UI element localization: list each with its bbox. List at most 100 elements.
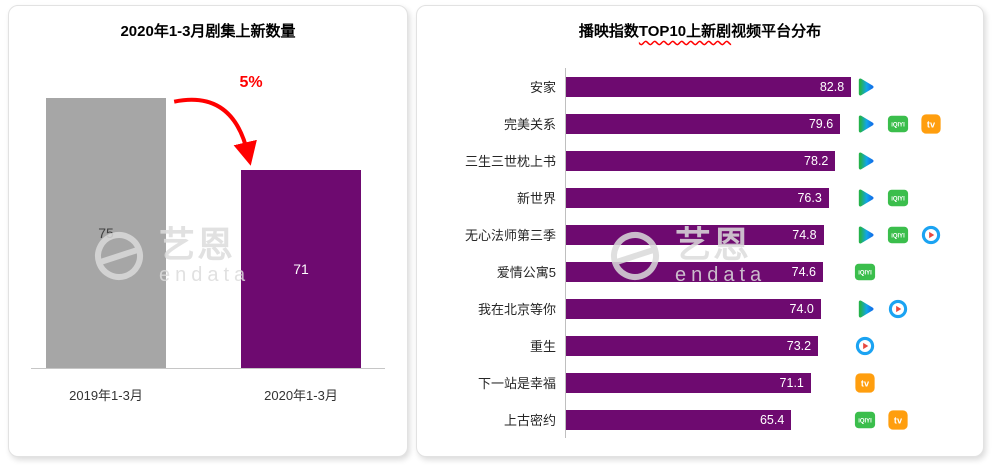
mango-tv-icon: tv — [887, 409, 909, 431]
iqiyi-icon: iQIYI — [854, 261, 876, 283]
drama-row: 完美关系 79.6 iQIYI tv — [417, 105, 983, 142]
watermark-brand: 艺恩 — [159, 224, 236, 265]
left-chart-title: 2020年1-3月剧集上新数量 — [120, 23, 296, 40]
drama-title-label: 完美关系 — [503, 117, 556, 132]
index-value-label: 65.4 — [759, 412, 785, 427]
index-value-label: 78.2 — [804, 153, 829, 168]
drama-title-label: 重生 — [529, 339, 556, 354]
platform-bar-rows: 安家 82.8 完美关系 79.6 iQIYI tv — [417, 68, 983, 438]
index-value-label: 74.8 — [792, 227, 817, 242]
drama-row: 新世界 76.3 iQIYI — [417, 179, 983, 216]
iqiyi-icon: iQIYI — [887, 187, 909, 209]
drama-row: 无心法师第三季 74.8 iQIYI — [417, 216, 983, 253]
platform-icon-group — [854, 327, 876, 364]
watermark-name: endata — [159, 263, 251, 286]
tencent-video-icon — [854, 76, 876, 98]
index-value-label: 74.0 — [789, 301, 814, 316]
index-value-label: 73.2 — [786, 338, 812, 353]
drama-title-label: 爱情公寓5 — [496, 265, 556, 280]
svg-text:tv: tv — [861, 378, 870, 388]
drama-row: 爱情公寓5 74.6 iQIYI — [417, 253, 983, 290]
bar-track: 76.3 — [565, 179, 983, 216]
bar-value-2019: 75 — [98, 225, 114, 241]
index-value-label: 82.8 — [819, 79, 845, 94]
platform-icon-group — [854, 142, 876, 179]
drama-row: 上古密约 65.4 iQIYI tv — [417, 401, 983, 438]
svg-text:iQIYI: iQIYI — [891, 122, 905, 128]
svg-text:iQIYI: iQIYI — [858, 418, 872, 424]
youku-icon — [887, 298, 909, 320]
drama-row: 安家 82.8 — [417, 68, 983, 105]
tencent-video-icon — [854, 298, 876, 320]
mango-tv-icon: tv — [920, 113, 942, 135]
drama-title-label: 上古密约 — [503, 413, 556, 428]
platform-icon-group: iQIYI — [854, 216, 942, 253]
index-bar: 76.3 — [566, 187, 829, 208]
drama-title-label: 无心法师第三季 — [464, 228, 556, 243]
bar-track: 71.1 — [565, 364, 983, 401]
bar-track: 82.8 — [565, 68, 983, 105]
index-value-label: 74.6 — [791, 264, 816, 279]
right-chart-title: 播映指数TOP10上新剧视频平台分布 — [423, 20, 977, 41]
index-bar: 71.1 — [566, 372, 811, 393]
bar-2019-q1: 75 — [46, 98, 166, 368]
bar-track: 78.2 — [565, 142, 983, 179]
iqiyi-icon: iQIYI — [887, 113, 909, 135]
title-part-1: 播映指数 — [578, 23, 639, 40]
drama-row: 重生 73.2 — [417, 327, 983, 364]
svg-text:iQIYI: iQIYI — [891, 196, 905, 202]
platform-icon-group: iQIYI — [854, 253, 876, 290]
bar-track: 74.6 — [565, 253, 983, 290]
drama-row: 下一站是幸福 71.1 tv — [417, 364, 983, 401]
bar-track: 74.0 — [565, 290, 983, 327]
mango-tv-icon: tv — [854, 372, 876, 394]
x-label-2019: 2019年1-3月 — [69, 388, 143, 403]
index-bar: 74.6 — [566, 261, 823, 282]
drama-title-label: 安家 — [529, 80, 556, 95]
index-value-label: 71.1 — [779, 375, 804, 390]
index-bar: 74.8 — [566, 224, 824, 245]
bar-track: 79.6 — [565, 105, 983, 142]
index-value-label: 79.6 — [808, 116, 834, 131]
iqiyi-icon: iQIYI — [854, 409, 876, 431]
right-chart-card: 播映指数TOP10上新剧视频平台分布 安家 82.8 完美关系 79.6 — [416, 5, 984, 457]
svg-text:iQIYI: iQIYI — [891, 233, 905, 239]
tencent-video-icon — [854, 150, 876, 172]
decline-percent-annotation: 5% — [239, 74, 263, 91]
index-bar: 82.8 — [566, 76, 852, 97]
index-bar: 78.2 — [566, 150, 836, 171]
iqiyi-icon: iQIYI — [887, 224, 909, 246]
drama-title-label: 三生三世枕上书 — [464, 154, 556, 169]
drama-row: 我在北京等你 74.0 — [417, 290, 983, 327]
svg-text:tv: tv — [927, 119, 936, 129]
drama-title-label: 新世界 — [516, 191, 556, 206]
platform-icon-group — [854, 68, 876, 105]
index-bar: 74.0 — [566, 298, 821, 319]
index-bar: 65.4 — [566, 409, 792, 430]
bar-2020-q1: 71 — [241, 170, 361, 368]
tencent-video-icon — [854, 224, 876, 246]
bar-track: 73.2 — [565, 327, 983, 364]
tencent-video-icon — [854, 187, 876, 209]
bar-value-2020: 71 — [293, 261, 309, 277]
platform-icon-group: iQIYI tv — [854, 401, 909, 438]
index-bar: 79.6 — [566, 113, 841, 134]
title-part-3: 视频平台分布 — [731, 23, 822, 40]
platform-icon-group — [854, 290, 909, 327]
index-bar: 73.2 — [566, 335, 819, 356]
svg-text:iQIYI: iQIYI — [858, 270, 872, 276]
index-value-label: 76.3 — [797, 190, 822, 205]
drama-title-label: 下一站是幸福 — [477, 376, 556, 391]
tencent-video-icon — [854, 113, 876, 135]
svg-text:tv: tv — [894, 415, 903, 425]
youku-icon — [854, 335, 876, 357]
watermark-text: 艺恩 endata — [159, 226, 250, 287]
title-part-2: TOP10上新剧 — [638, 23, 732, 40]
x-axis-line — [31, 368, 385, 369]
platform-icon-group: iQIYI — [854, 179, 909, 216]
left-chart-card: 2020年1-3月剧集上新数量 75 71 2019年1-3月 2020年1-3… — [8, 5, 408, 457]
bar-track: 65.4 — [565, 401, 983, 438]
drama-title-label: 我在北京等你 — [477, 302, 556, 317]
x-label-2020: 2020年1-3月 — [264, 388, 338, 403]
platform-icon-group: iQIYI tv — [854, 105, 942, 142]
